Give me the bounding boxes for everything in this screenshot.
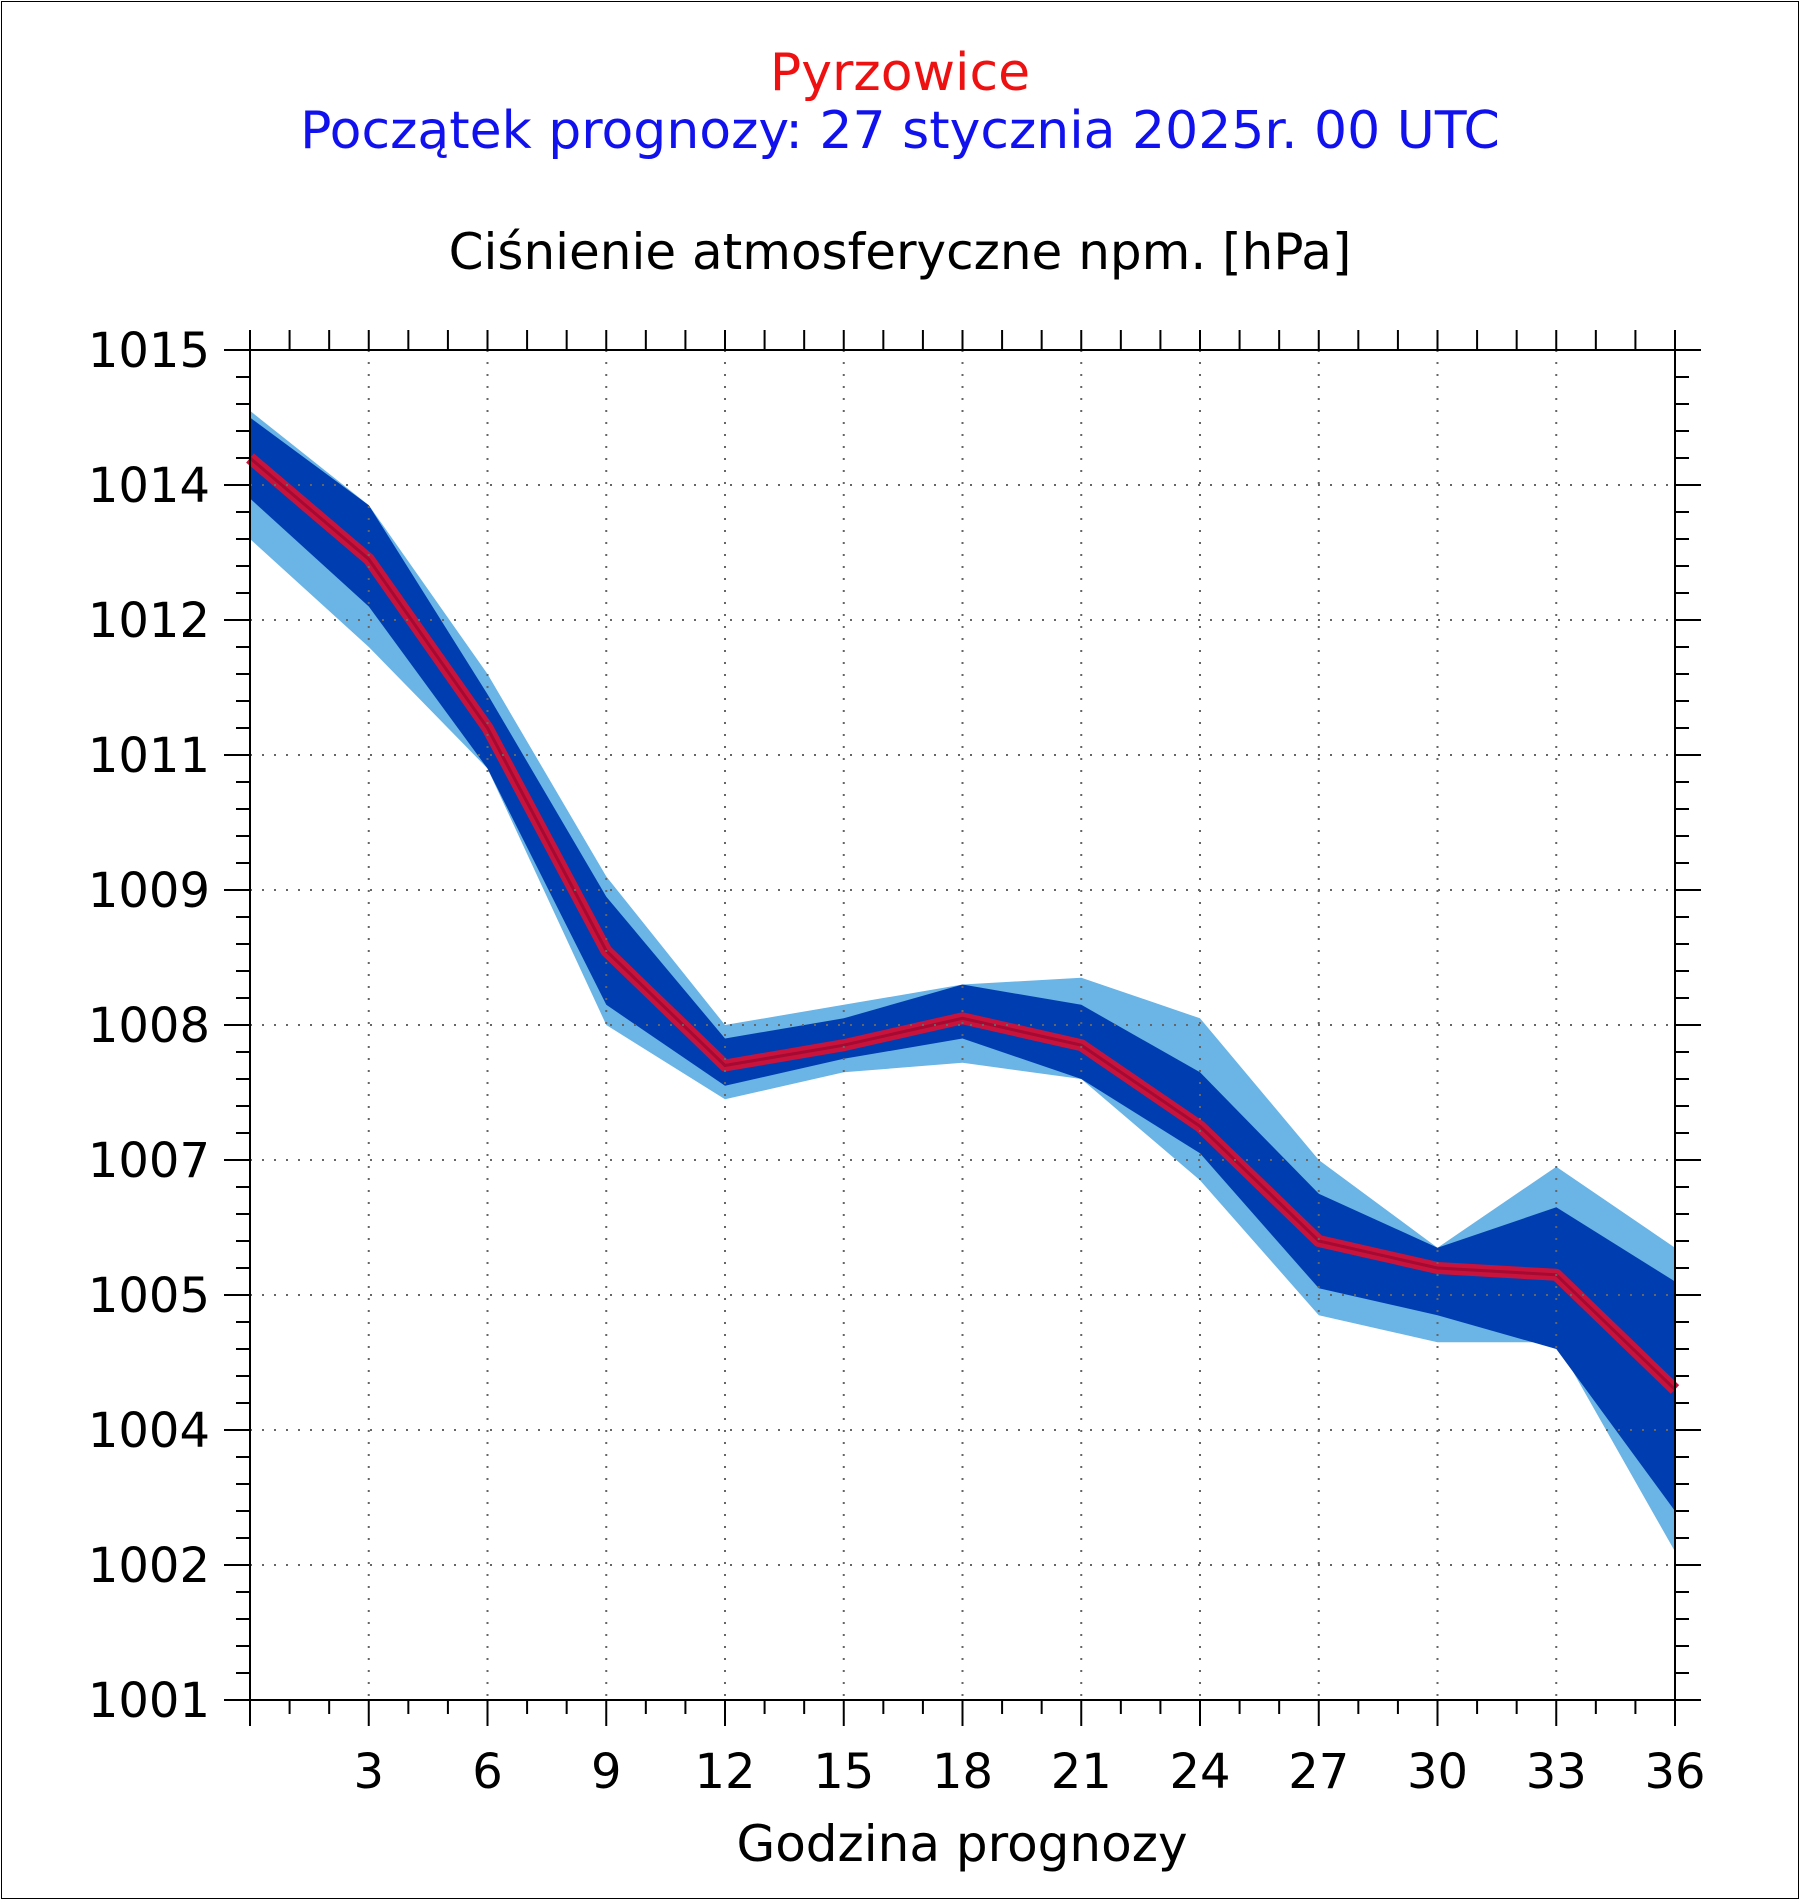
y-tick-label: 1004	[88, 1403, 210, 1459]
station-title: Pyrzowice	[769, 43, 1031, 103]
x-tick-labels: 3 6 9 12 15 18 21 24 27 30 33 36	[353, 1744, 1705, 1800]
y-tick-label: 1012	[88, 593, 210, 649]
x-tick-label: 12	[694, 1744, 755, 1800]
ensemble-bands	[246, 410, 1680, 1552]
x-tick-label: 3	[353, 1744, 384, 1800]
x-tick-label: 27	[1288, 1744, 1349, 1800]
x-tick-label: 33	[1526, 1744, 1587, 1800]
outer-spread-band	[250, 410, 1675, 1552]
x-tick-label: 24	[1169, 1744, 1230, 1800]
y-tick-label: 1008	[88, 998, 210, 1054]
mean-pressure-line-core	[249, 456, 1677, 1391]
x-tick-label: 9	[591, 1744, 622, 1800]
y-tick-labels: 1001 1002 1004 1005 1007 1008 1009 1011 1012 1014…	[88, 323, 210, 1729]
y-tick-label: 1014	[88, 458, 210, 514]
x-tick-label: 21	[1051, 1744, 1112, 1800]
x-tick-label: 36	[1644, 1744, 1705, 1800]
y-tick-label: 1002	[88, 1538, 210, 1594]
y-tick-label: 1009	[88, 863, 210, 919]
x-tick-label: 18	[932, 1744, 993, 1800]
x-tick-label: 15	[813, 1744, 874, 1800]
parameter-title: Ciśnienie atmosferyczne npm. [hPa]	[448, 223, 1352, 281]
x-tick-label: 6	[472, 1744, 503, 1800]
y-tick-label: 1001	[88, 1673, 210, 1729]
x-axis-title: Godzina prognozy	[736, 1815, 1187, 1873]
y-tick-label: 1011	[88, 728, 210, 784]
x-tick-label: 30	[1407, 1744, 1468, 1800]
axes	[224, 330, 1701, 1726]
y-tick-label: 1007	[88, 1133, 210, 1189]
forecast-start-title: Początek prognozy: 27 stycznia 2025r. 00…	[300, 101, 1500, 161]
y-tick-label: 1015	[88, 323, 210, 379]
y-tick-label: 1005	[88, 1268, 210, 1324]
